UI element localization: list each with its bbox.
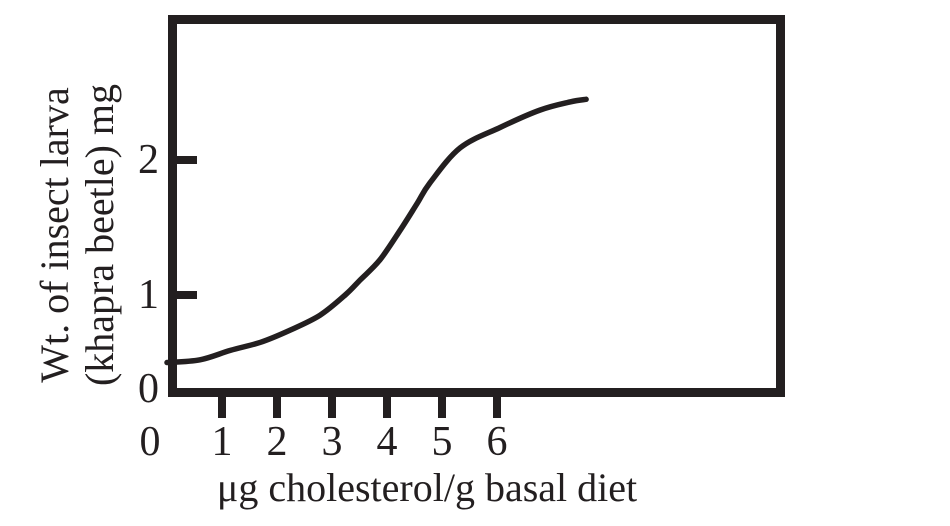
y-tick-label: 0 [138,366,159,412]
axis-tick-marks [170,156,501,418]
x-tick-label: 5 [431,419,453,465]
x-tick-label: 6 [486,419,508,465]
x-tick-label: 1 [211,419,233,465]
y-axis-title-line2: (khapra beetle) mg [77,83,122,387]
x-tick-label: 3 [321,419,343,465]
x-axis-title: μg cholesterol/g basal diet [216,465,638,510]
x-tick-label: 0 [139,419,161,465]
growth-curve [164,96,589,366]
x-tick-label: 4 [376,419,398,465]
x-tick-label: 2 [266,419,288,465]
plot-frame [168,15,785,397]
y-axis-title: Wt. of insect larva (khapra beetle) mg [32,84,122,386]
y-tick-label: 1 [138,272,159,318]
y-tick-label: 2 [138,137,159,183]
y-axis-title-line1: Wt. of insect larva [32,87,77,383]
